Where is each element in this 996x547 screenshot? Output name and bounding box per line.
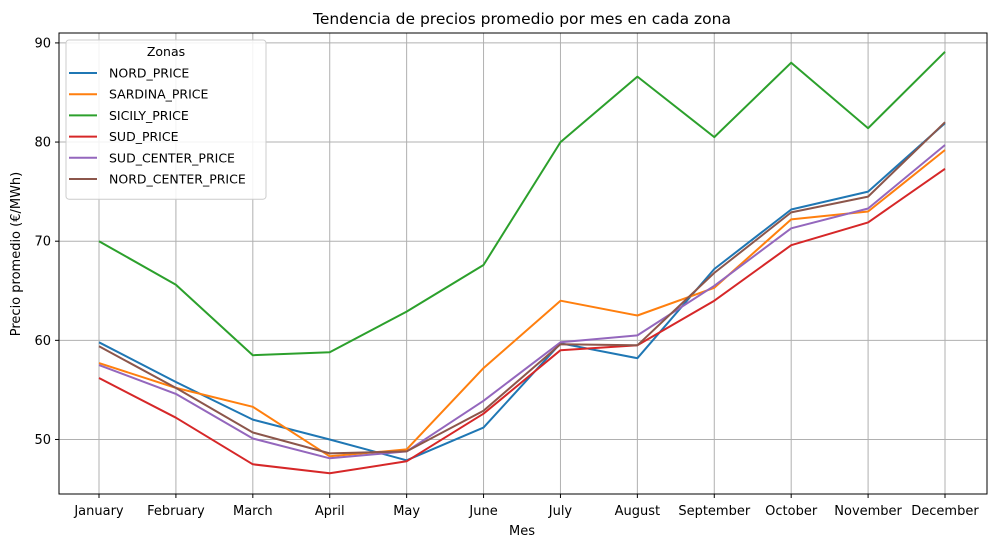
x-tick-label: July: [548, 504, 573, 519]
series-line-sicily-price: [98, 51, 946, 357]
x-tick-label: October: [765, 504, 818, 519]
legend-label: SARDINA_PRICE: [109, 87, 209, 102]
legend-label: NORD_CENTER_PRICE: [109, 172, 246, 187]
x-tick-label: November: [834, 504, 902, 519]
series-line-nord-center-price: [98, 121, 946, 455]
legend-title: Zonas: [147, 44, 185, 59]
series-line-nord-price: [98, 122, 946, 462]
y-tick-label: 70: [34, 235, 51, 250]
y-tick-label: 60: [34, 334, 51, 349]
series-line-sud-price: [98, 167, 946, 475]
series-line-sud-center-price: [98, 144, 946, 460]
x-tick-label: March: [233, 504, 273, 519]
x-tick-label: August: [615, 504, 661, 519]
x-tick-label: May: [393, 504, 420, 519]
x-tick-label: February: [147, 504, 205, 519]
x-tick-label: April: [315, 504, 345, 519]
y-axis-ticks: 50 60 70 80 90: [34, 36, 59, 448]
chart-title: Tendencia de precios promedio por mes en…: [312, 10, 731, 28]
legend: Zonas NORD_PRICE SARDINA_PRICE SICILY_PRICE…: [65, 39, 267, 200]
legend-label: NORD_PRICE: [109, 66, 189, 81]
y-tick-label: 50: [34, 433, 51, 448]
y-tick-label: 80: [34, 136, 51, 151]
x-tick-label: September: [678, 504, 751, 519]
x-axis-ticks: January February March April May June July Augu…: [73, 494, 979, 519]
x-tick-label: January: [73, 504, 124, 519]
legend-box: [65, 39, 267, 200]
plot-frame: [58, 32, 988, 495]
x-tick-label: June: [468, 504, 497, 519]
legend-label: SUD_CENTER_PRICE: [109, 150, 235, 165]
series-line-sardina-price: [98, 149, 946, 458]
legend-label: SICILY_PRICE: [109, 108, 189, 123]
x-tick-label: December: [911, 504, 979, 519]
y-tick-label: 90: [34, 36, 51, 51]
y-axis-title: Precio promedio (€/MWh): [9, 172, 24, 337]
series-lines: [98, 51, 946, 475]
x-axis-title: Mes: [509, 524, 535, 539]
legend-label: SUD_PRICE: [109, 129, 179, 144]
